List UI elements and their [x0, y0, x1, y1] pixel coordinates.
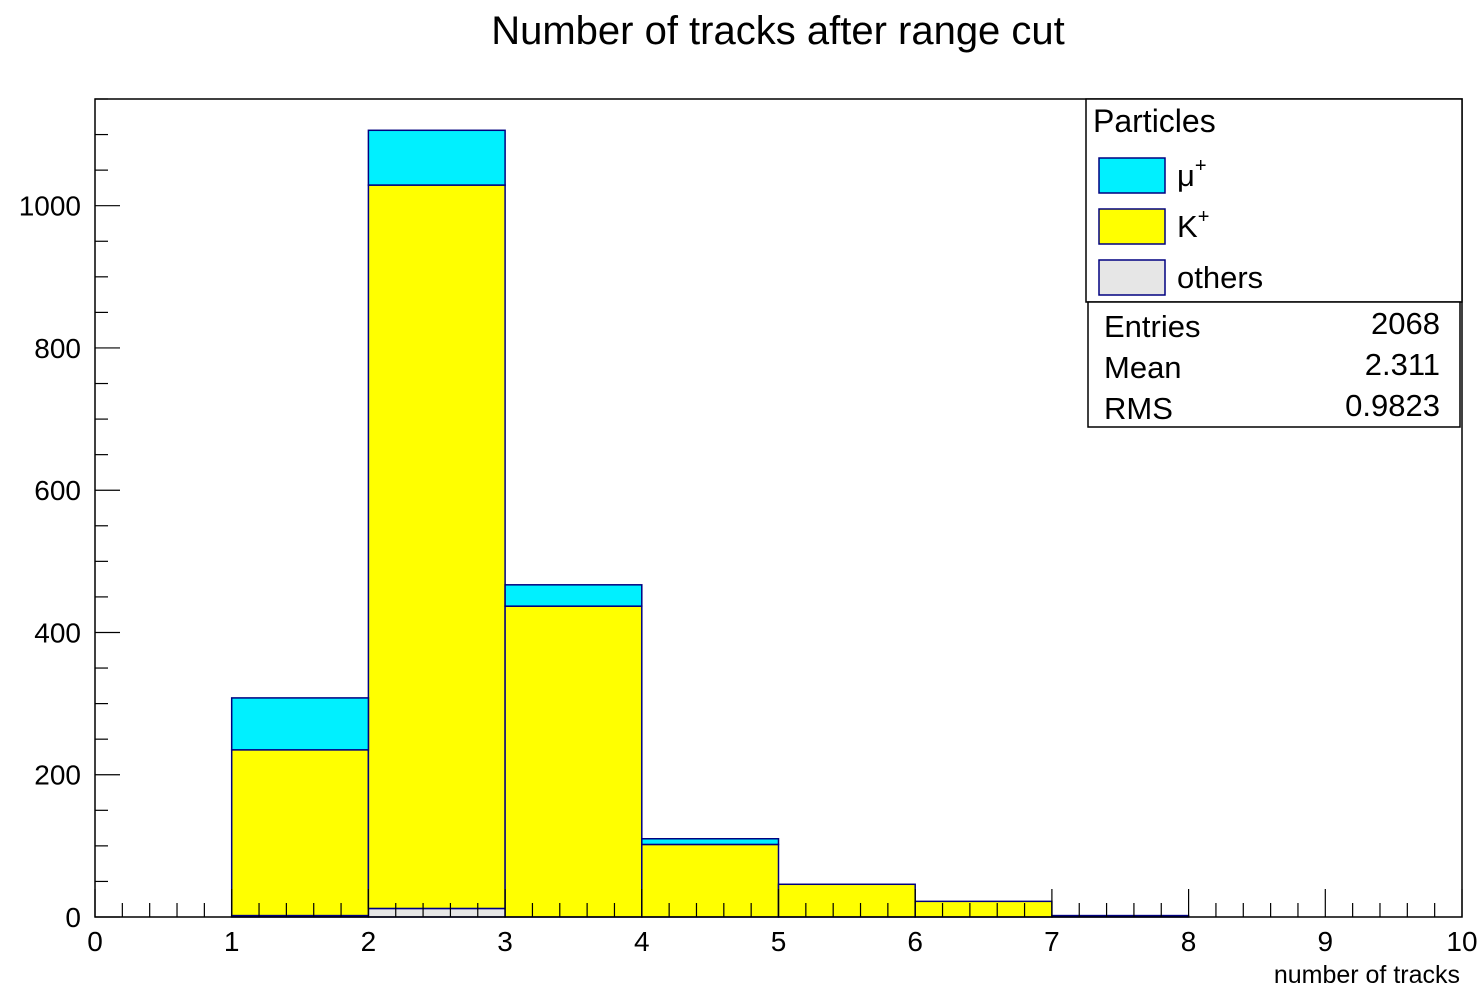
- y-tick-label: 0: [65, 902, 81, 933]
- bar-k-bin-6: [914, 900, 1053, 918]
- bar-k-bin-4: [641, 843, 780, 918]
- stats-label: RMS: [1104, 391, 1173, 426]
- bars-layer: [230, 129, 1190, 918]
- y-tick-label: 400: [34, 617, 81, 648]
- bar-others-bin-2: [367, 907, 506, 918]
- stats-label: Entries: [1104, 309, 1200, 344]
- x-tick-label: 4: [634, 926, 650, 957]
- x-tick-label: 7: [1044, 926, 1060, 957]
- stats-box: Entries 2068 Mean 2.311 RMS 0.9823: [1087, 301, 1461, 428]
- bar-k-bin-2: [367, 184, 506, 910]
- y-tick-label: 800: [34, 333, 81, 364]
- x-tick-label: 5: [771, 926, 787, 957]
- bar--bin-2: [367, 129, 506, 186]
- x-tick-label: 6: [907, 926, 923, 957]
- legend-title: Particles: [1093, 103, 1216, 139]
- x-tick-label: 10: [1446, 926, 1477, 957]
- chart-title: Number of tracks after range cut: [491, 9, 1065, 53]
- y-axis: 0 200 400 600 800 1000: [19, 98, 120, 933]
- bar-k-bin-3: [504, 605, 643, 918]
- legend-swatch: [1098, 208, 1166, 245]
- y-tick-label: 200: [34, 760, 81, 791]
- x-tick-label: 3: [497, 926, 513, 957]
- x-axis: 0 1 2 3 4 5 6 7 8 9 10: [87, 889, 1478, 957]
- x-tick-label: 9: [1318, 926, 1334, 957]
- y-tick-label: 600: [34, 475, 81, 506]
- x-tick-label: 8: [1181, 926, 1197, 957]
- bar-k-bin-1: [230, 749, 370, 917]
- bar-k-bin-5: [777, 883, 916, 918]
- stats-value: 2068: [1371, 306, 1440, 341]
- x-tick-label: 1: [224, 926, 240, 957]
- stats-value: 2.311: [1365, 347, 1440, 382]
- bar--bin-4: [641, 838, 780, 846]
- bar--bin-1: [230, 697, 370, 751]
- stats-value: 0.9823: [1345, 388, 1440, 423]
- stats-label: Mean: [1104, 350, 1182, 385]
- x-tick-label: 0: [87, 926, 103, 957]
- y-tick-label: 1000: [19, 191, 81, 222]
- legend-swatch: [1098, 259, 1166, 296]
- x-axis-label: number of tracks: [1274, 961, 1460, 989]
- stats-frame: [1087, 301, 1461, 428]
- legend-swatch: [1098, 157, 1166, 194]
- x-tick-label: 2: [361, 926, 377, 957]
- bar--bin-3: [504, 584, 643, 607]
- legend: Particles μ+K+others: [1085, 98, 1463, 303]
- legend-label: others: [1177, 260, 1263, 295]
